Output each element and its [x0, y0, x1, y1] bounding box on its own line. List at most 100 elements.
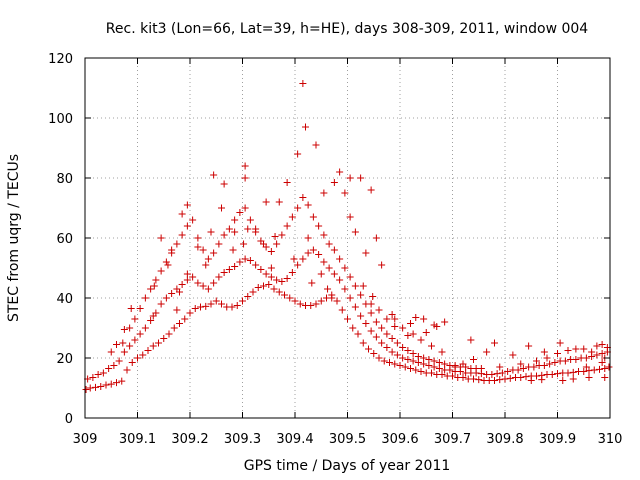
data-point [391, 323, 399, 330]
data-point [267, 273, 275, 281]
data-point [299, 194, 307, 201]
data-point [598, 350, 606, 357]
data-point [183, 276, 191, 284]
data-point [246, 216, 254, 224]
data-point [123, 366, 131, 374]
data-point [470, 356, 477, 363]
y-tick-label: 40 [56, 292, 73, 307]
data-point [357, 174, 365, 182]
data-point [564, 347, 572, 354]
data-point [533, 357, 540, 365]
data-point [194, 234, 202, 242]
data-point [546, 360, 554, 368]
x-tick-label: 309.7 [434, 432, 471, 447]
data-point [168, 246, 176, 254]
data-point [113, 379, 120, 387]
data-point [341, 264, 349, 272]
data-point [438, 371, 446, 378]
data-point [449, 372, 456, 380]
data-point [262, 270, 270, 278]
data-point [525, 342, 533, 350]
x-tick-label: 310 [598, 432, 623, 447]
data-point [554, 350, 561, 357]
data-point [425, 356, 433, 363]
data-point [496, 376, 504, 384]
data-point [551, 359, 559, 366]
data-point [110, 362, 118, 369]
x-tick-label: 309.5 [329, 432, 366, 447]
data-point [380, 357, 388, 365]
data-point [119, 339, 127, 347]
data-point [388, 335, 396, 342]
data-point [286, 294, 294, 302]
data-point [131, 315, 139, 323]
data-point [325, 240, 333, 248]
data-point [260, 240, 267, 248]
data-point [288, 213, 296, 221]
data-point [199, 282, 207, 290]
data-point [165, 330, 173, 338]
data-point [362, 320, 370, 327]
data-point [302, 123, 309, 131]
data-point [399, 354, 407, 362]
data-point [312, 300, 320, 308]
data-point [605, 363, 613, 371]
data-point [417, 336, 425, 344]
data-point [412, 314, 420, 321]
data-point [147, 285, 155, 293]
data-point [82, 386, 90, 393]
data-point [412, 366, 420, 374]
data-point [585, 367, 593, 375]
data-point [97, 383, 105, 390]
data-point [367, 186, 375, 194]
data-point [86, 384, 94, 392]
data-point [396, 362, 404, 369]
data-point [590, 366, 598, 374]
data-point [425, 362, 433, 369]
data-point [404, 347, 412, 354]
data-point [548, 371, 556, 378]
data-point [236, 209, 244, 216]
data-point [409, 330, 417, 338]
data-point [191, 305, 199, 312]
data-point [173, 240, 181, 248]
data-point [359, 282, 367, 290]
data-point [231, 228, 239, 236]
data-point [252, 225, 260, 233]
data-point [183, 270, 191, 278]
data-point [149, 342, 157, 350]
data-point [409, 357, 417, 365]
data-point [202, 302, 210, 310]
data-point [372, 333, 380, 341]
data-point [367, 300, 375, 308]
data-point [168, 290, 176, 297]
data-point [359, 339, 367, 347]
data-point [407, 320, 414, 327]
x-axis-label: GPS time / Days of year 2011 [244, 458, 451, 474]
data-point [420, 360, 428, 368]
data-point [170, 324, 178, 332]
data-point [378, 324, 386, 332]
data-point [189, 273, 197, 281]
data-point [262, 198, 270, 206]
data-point [533, 372, 540, 380]
data-point [333, 297, 341, 305]
data-point [113, 341, 120, 348]
data-point [324, 285, 332, 293]
data-point [504, 368, 512, 375]
data-point [183, 222, 191, 230]
data-point [246, 257, 254, 264]
axis-ticks [84, 57, 611, 419]
data-point [475, 376, 483, 384]
data-point [309, 213, 317, 221]
data-point [294, 204, 302, 212]
data-point [491, 339, 498, 347]
data-point [294, 261, 302, 269]
data-point [241, 174, 249, 182]
data-point [178, 210, 186, 218]
data-point [273, 276, 281, 284]
data-point [559, 377, 567, 384]
data-point [304, 249, 312, 257]
data-point [375, 354, 383, 362]
